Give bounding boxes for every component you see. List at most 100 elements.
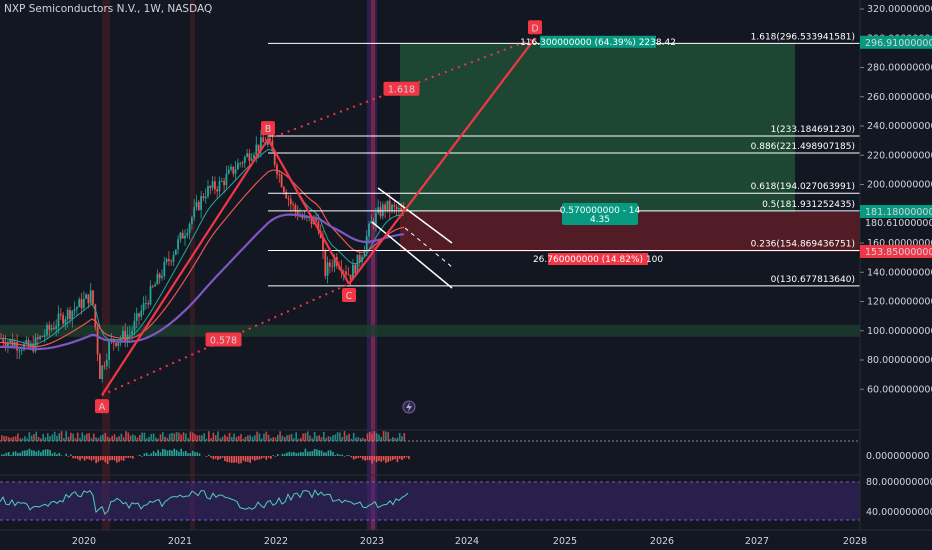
macd-bar <box>19 452 21 456</box>
macd-bar <box>313 448 316 456</box>
volume-bar <box>279 431 281 441</box>
macd-bar <box>398 456 401 459</box>
candle-body <box>262 137 265 143</box>
channel-lines[interactable] <box>371 187 453 289</box>
candle-body <box>36 337 39 340</box>
event-bands <box>102 0 377 530</box>
candle-body <box>80 299 83 309</box>
macd-bar <box>300 452 302 456</box>
candle-body <box>170 260 173 262</box>
volume-bar <box>329 436 332 441</box>
time-axis-ticks: 2020 2021 2022 2023 2024 2025 2026 2027 2028 <box>72 536 867 547</box>
macd-bar <box>51 453 54 456</box>
fib-levels[interactable]: 1.618(296.533941581) 1(233.184691230) 0.88… <box>268 32 860 287</box>
candle-body <box>393 204 396 207</box>
time-tick-label: 2023 <box>360 536 384 547</box>
lightning-icon[interactable] <box>402 400 416 414</box>
volume-bar <box>141 432 143 441</box>
volume-bar <box>293 438 295 441</box>
chart-title: NXP Semiconductors N.V., 1W, NASDAQ <box>4 3 213 15</box>
target-label: 116.300000000 (64.39%) 2238.42 <box>520 38 676 48</box>
volume-bar <box>277 434 279 441</box>
macd-bar <box>83 456 86 461</box>
volume-bar <box>263 433 265 441</box>
macd-bar <box>95 456 97 464</box>
candle-body <box>89 290 92 304</box>
candle-body <box>23 343 25 351</box>
candle-body <box>59 313 62 315</box>
volume-bar <box>70 432 72 441</box>
time-tick-label: 2020 <box>72 536 96 547</box>
macd-bar <box>387 456 389 462</box>
pattern-ratio-line[interactable] <box>101 283 350 397</box>
risk-reward-bg <box>562 203 638 226</box>
volume-bar <box>346 435 348 441</box>
volume-bar <box>152 433 155 441</box>
time-tick-label: 2028 <box>843 536 867 547</box>
fib-label: 0.5(181.931252435) <box>762 200 855 210</box>
macd-zero-label: 0.000000000 <box>866 451 929 462</box>
macd-bar <box>90 456 93 461</box>
candle-body <box>250 158 253 161</box>
macd-bar <box>194 452 196 456</box>
candle-body <box>269 138 271 141</box>
macd-bar <box>226 456 228 463</box>
volume-bar <box>265 431 268 441</box>
price-axis[interactable] <box>860 0 932 530</box>
volume-bar <box>297 438 300 441</box>
volume-bar <box>5 436 8 441</box>
volume-bar <box>10 437 12 441</box>
volume-bar <box>182 432 185 441</box>
point-label-d: D <box>531 23 538 34</box>
volume-bar <box>51 434 54 441</box>
time-axis[interactable] <box>0 530 932 550</box>
pattern-leg[interactable] <box>101 138 269 396</box>
harmonic-pattern[interactable]: 0.578 1.618 A B C D <box>95 20 542 414</box>
macd-bar <box>56 454 58 456</box>
macd-bar <box>348 455 350 456</box>
volume-bar <box>288 434 291 441</box>
candle-body <box>289 199 292 205</box>
macd-bar <box>120 456 123 461</box>
volume-bar <box>203 433 205 441</box>
volume-bar <box>226 436 228 441</box>
volume-bar <box>392 437 394 441</box>
macd-bar <box>106 456 109 464</box>
volume-bar <box>394 438 396 441</box>
candle-body <box>193 207 196 218</box>
volume-bar <box>244 436 247 441</box>
candle-body <box>303 216 306 219</box>
position-badges: 116.300000000 (64.39%) 2238.42 26.7600000… <box>520 35 676 265</box>
time-tick-label: 2025 <box>553 536 577 547</box>
volume-bar <box>362 437 364 441</box>
macd-bar <box>173 448 176 456</box>
macd-bar <box>231 456 233 463</box>
candle-body <box>105 359 108 366</box>
macd-bar <box>180 448 182 456</box>
volume-bar <box>313 432 316 441</box>
pattern-leg[interactable] <box>267 138 350 285</box>
candle-body <box>218 181 221 192</box>
volume-bar <box>341 437 343 441</box>
candle-body <box>55 326 58 329</box>
macd-bar <box>336 453 339 456</box>
pattern-leg[interactable] <box>348 37 536 285</box>
time-tick-label: 2027 <box>745 536 769 547</box>
volume-bar <box>380 436 383 441</box>
time-tick-label: 2024 <box>455 536 479 547</box>
candle-body <box>39 336 41 340</box>
volume-bar <box>281 435 284 441</box>
macd-bar <box>76 456 79 460</box>
volume-bar <box>106 436 109 441</box>
candle-body <box>151 286 154 287</box>
point-label-bg <box>528 20 542 35</box>
macd-bar <box>99 456 102 461</box>
rsi-top-label: 80.000000000 <box>866 477 932 488</box>
point-label-b: B <box>265 124 272 135</box>
macd-bar <box>198 453 201 456</box>
macd-bar <box>316 449 318 456</box>
candle-body <box>16 342 18 351</box>
macd-bar <box>79 456 81 461</box>
